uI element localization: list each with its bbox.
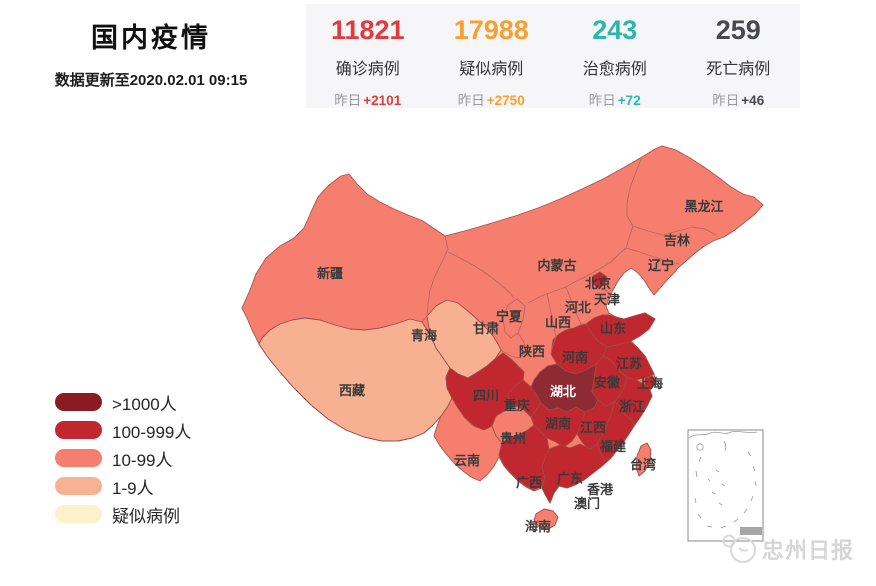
watermark-text: 忠州日报 [762, 538, 854, 563]
legend-label-100-999: 100-999人 [112, 422, 192, 442]
province-label-liaoning: 辽宁 [648, 258, 674, 273]
province-guangdong [541, 443, 612, 504]
province-label-ningxia: 宁夏 [496, 309, 523, 324]
deaths-label: 死亡病例 [706, 61, 771, 78]
province-label-heilongjiang: 黑龙江 [684, 199, 723, 214]
province-hainan [533, 508, 559, 531]
province-label-guangxi: 广西 [516, 475, 542, 490]
confirmed-count: 11821 [330, 15, 405, 45]
south-china-sea-inset [687, 429, 764, 542]
province-label-fujian: 福建 [599, 439, 626, 454]
confirmed-label: 确诊病例 [335, 61, 400, 78]
update-timestamp: 数据更新至2020.02.01 09:15 [54, 72, 248, 89]
deaths-delta-value: +46 [741, 93, 765, 108]
legend-item-100-999: 100-999人 [55, 421, 191, 442]
province-taiwan [635, 442, 652, 477]
legend-item-gt1000: >1000人 [55, 393, 191, 414]
page-title: 国内疫情 [91, 23, 211, 53]
province-shanghai [644, 375, 657, 390]
province-label-aomen: 澳门 [574, 496, 600, 511]
legend-item-10-99: 10-99人 [55, 449, 191, 470]
deaths-delta: 昨日 +46 [677, 89, 801, 109]
province-label-xianggang: 香港 [586, 482, 614, 497]
province-label-anhui: 安徽 [594, 375, 621, 390]
stat-cured: 243 治愈病例 昨日 +72 [553, 4, 677, 109]
province-label-henan: 河南 [562, 350, 588, 365]
stat-deaths: 259 死亡病例 昨日 +46 [677, 4, 801, 109]
cured-delta-prefix: 昨日 [588, 93, 616, 108]
province-label-hainan: 海南 [525, 519, 551, 534]
inset-scale-tag [740, 527, 762, 535]
confirmed-delta-prefix: 昨日 [334, 93, 362, 108]
province-label-guizhou: 贵州 [500, 431, 526, 446]
province-label-shanghai: 上海 [637, 376, 663, 391]
province-qinghai [426, 299, 502, 379]
stats-panel: 11821 确诊病例 昨日 +2101 17988 疑似病例 昨日 +2750 24… [306, 4, 800, 108]
legend-label-suspected: 疑似病例 [112, 506, 180, 526]
deaths-count: 259 [715, 15, 761, 45]
legend-label-gt1000: >1000人 [112, 394, 177, 414]
province-label-tianjin: 天津 [594, 292, 620, 307]
province-label-hunan: 湖南 [545, 416, 571, 431]
confirmed-delta: 昨日 +2101 [306, 89, 430, 109]
cured-count: 243 [592, 15, 638, 45]
province-label-jilin: 吉林 [664, 233, 690, 248]
header: 国内疫情 数据更新至2020.02.01 09:15 [0, 0, 302, 90]
province-borders [421, 156, 717, 359]
province-label-beijing: 北京 [585, 276, 611, 291]
province-shapes [258, 271, 657, 531]
province-label-zhejiang: 浙江 [619, 399, 645, 414]
province-label-gansu: 甘肃 [473, 321, 499, 336]
province-henan [550, 323, 608, 375]
province-label-jiangsu: 江苏 [616, 356, 642, 371]
legend-swatch-1-9 [55, 477, 102, 495]
confirmed-delta-value: +2101 [363, 93, 402, 108]
province-label-xizang: 西藏 [339, 383, 365, 398]
map-legend: >1000人 100-999人 10-99人 1-9人 疑似病例 [55, 393, 191, 533]
province-label-shanxi: 山西 [545, 315, 571, 330]
province-label-sichuan: 四川 [473, 388, 499, 403]
legend-swatch-suspected [55, 505, 102, 523]
watermark-logo [722, 534, 756, 563]
province-label-hebei: 河北 [565, 300, 591, 315]
deaths-delta-prefix: 昨日 [712, 93, 740, 108]
legend-item-suspected: 疑似病例 [55, 505, 191, 526]
legend-item-1-9: 1-9人 [55, 477, 191, 498]
province-beijing [591, 271, 608, 289]
province-label-guangdong: 广东 [557, 471, 583, 486]
province-label-neimenggu: 内蒙古 [537, 258, 576, 273]
suspected-label: 疑似病例 [459, 61, 524, 78]
legend-swatch-gt1000 [55, 393, 102, 411]
legend-swatch-10-99 [55, 449, 102, 467]
legend-label-1-9: 1-9人 [112, 478, 154, 498]
suspected-delta: 昨日 +2750 [430, 89, 554, 109]
province-label-shaanxi: 陕西 [519, 344, 545, 359]
suspected-delta-prefix: 昨日 [457, 93, 485, 108]
province-label-hubei: 湖北 [550, 384, 576, 399]
province-label-jiangxi: 江西 [580, 420, 606, 435]
province-label-xinjiang: 新疆 [317, 266, 343, 281]
cured-delta-value: +72 [617, 93, 641, 108]
province-label-chongqing: 重庆 [504, 398, 530, 413]
cured-label: 治愈病例 [582, 61, 647, 78]
suspected-delta-value: +2750 [486, 93, 525, 108]
stat-suspected: 17988 疑似病例 昨日 +2750 [430, 4, 554, 109]
suspected-count: 17988 [453, 15, 529, 45]
legend-label-10-99: 10-99人 [112, 450, 173, 470]
province-label-qinghai: 青海 [411, 328, 437, 343]
province-label-taiwan: 台湾 [630, 457, 656, 472]
cured-delta: 昨日 +72 [553, 89, 677, 109]
stat-confirmed: 11821 确诊病例 昨日 +2101 [306, 4, 430, 109]
province-label-shandong: 山东 [600, 321, 626, 336]
province-jiangsu [602, 340, 655, 381]
legend-swatch-100-999 [55, 421, 102, 439]
province-label-yunnan: 云南 [454, 453, 480, 468]
